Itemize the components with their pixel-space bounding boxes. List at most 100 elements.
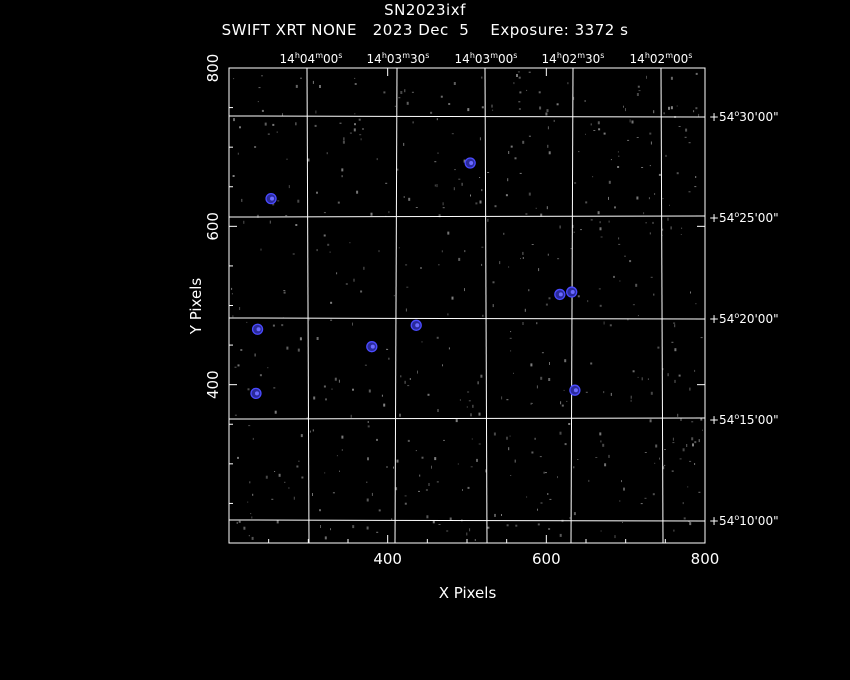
background-event	[695, 72, 698, 75]
background-event	[649, 232, 651, 235]
background-event	[673, 529, 675, 532]
background-event	[619, 500, 621, 502]
background-event	[400, 375, 402, 378]
ra-label: 14h02m00s	[630, 51, 693, 66]
background-event	[617, 151, 619, 153]
background-event	[698, 491, 701, 493]
background-event	[239, 126, 241, 129]
background-event	[602, 443, 605, 447]
background-event	[261, 109, 264, 112]
background-event	[330, 319, 333, 321]
background-event	[339, 122, 342, 124]
background-event	[662, 466, 665, 470]
background-event	[509, 337, 512, 339]
background-event	[283, 290, 286, 291]
background-event	[442, 207, 445, 209]
background-event	[482, 314, 484, 317]
background-event	[645, 222, 647, 224]
background-event	[641, 167, 644, 168]
background-event	[658, 173, 661, 176]
background-event	[563, 389, 565, 391]
background-event	[679, 458, 682, 460]
dec-grid-line	[228, 317, 706, 320]
background-event	[370, 212, 373, 216]
background-event	[466, 532, 468, 536]
background-event	[398, 247, 400, 249]
background-event	[549, 362, 550, 365]
background-event	[443, 439, 445, 441]
background-event	[593, 130, 596, 131]
background-event	[598, 128, 601, 131]
background-event	[649, 132, 652, 135]
background-event	[238, 520, 241, 523]
background-event	[295, 224, 298, 226]
background-event	[623, 487, 625, 491]
background-event	[507, 178, 509, 182]
background-event	[630, 395, 632, 399]
background-event	[354, 123, 356, 126]
background-event	[618, 155, 620, 157]
background-event	[479, 137, 481, 141]
background-event	[702, 429, 703, 431]
background-event	[449, 517, 452, 521]
background-event	[480, 374, 483, 378]
background-event	[603, 132, 606, 135]
image-title: SN2023ixf	[384, 1, 466, 19]
background-event	[388, 211, 390, 214]
background-event	[354, 77, 356, 79]
background-event	[648, 197, 650, 200]
background-event	[667, 373, 669, 377]
background-event	[320, 525, 321, 528]
background-event	[687, 486, 689, 488]
background-event	[585, 133, 586, 135]
background-event	[478, 443, 481, 445]
background-event	[315, 110, 317, 114]
background-event	[577, 459, 579, 460]
background-event	[516, 74, 518, 77]
background-event	[395, 487, 398, 491]
background-event	[663, 112, 665, 115]
y-axis-label: Y Pixels	[187, 277, 205, 335]
background-event	[587, 300, 589, 303]
background-event	[391, 518, 393, 521]
background-event	[530, 402, 533, 404]
background-event	[256, 214, 259, 218]
background-event	[508, 266, 510, 268]
dec-grid-line	[228, 417, 706, 420]
background-event	[458, 257, 461, 261]
background-event	[451, 296, 454, 300]
background-event	[437, 409, 439, 412]
background-event	[366, 481, 368, 483]
background-event	[689, 522, 692, 526]
background-event	[319, 509, 321, 512]
background-event	[667, 217, 669, 221]
background-event	[352, 388, 354, 391]
background-event	[698, 439, 700, 443]
background-event	[547, 144, 549, 148]
background-event	[269, 220, 271, 224]
background-event	[517, 71, 520, 73]
y-tick-label: 800	[204, 54, 222, 83]
background-event	[284, 481, 286, 483]
background-event	[352, 525, 355, 529]
background-event	[394, 105, 396, 107]
background-event	[378, 250, 380, 253]
background-event	[481, 106, 484, 109]
background-event	[494, 513, 496, 517]
background-event	[671, 470, 674, 472]
background-event	[570, 248, 572, 250]
background-event	[236, 521, 238, 524]
background-event	[519, 91, 522, 94]
background-event	[644, 452, 647, 453]
background-event	[459, 399, 461, 401]
background-event	[286, 346, 289, 350]
background-event	[237, 152, 239, 155]
background-event	[457, 463, 459, 465]
background-event	[417, 370, 418, 374]
background-event	[688, 142, 691, 144]
background-event	[530, 402, 532, 405]
background-event	[233, 78, 235, 80]
background-event	[349, 132, 352, 134]
background-event	[635, 283, 638, 287]
background-event	[358, 118, 361, 121]
